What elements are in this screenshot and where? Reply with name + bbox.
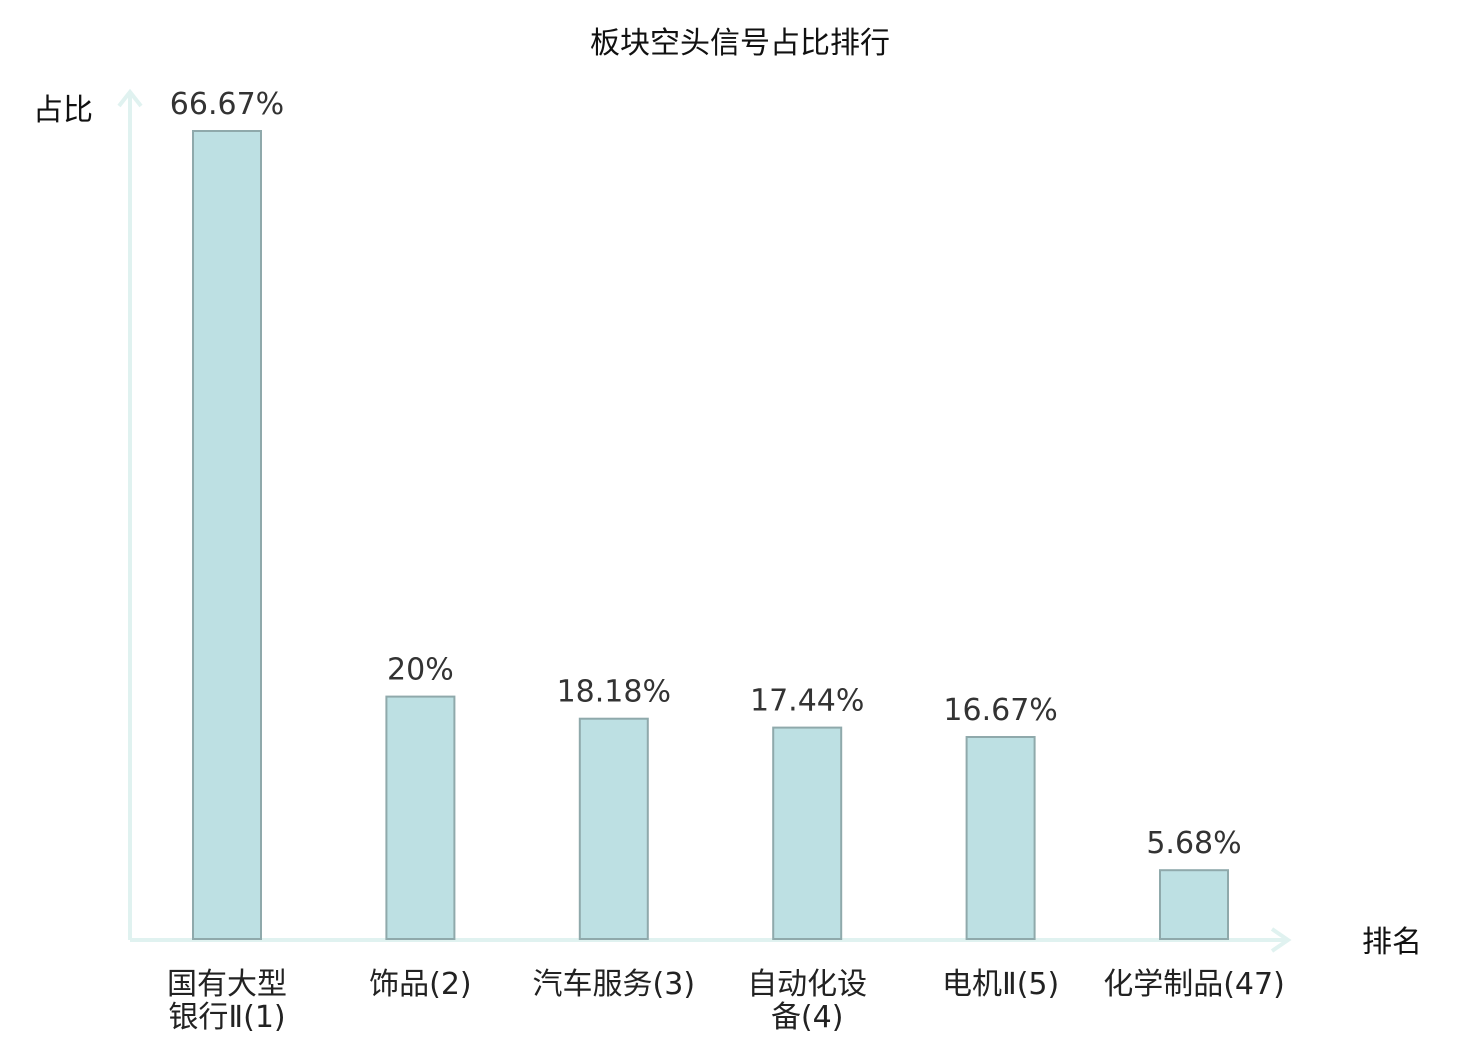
- category-label-4: 电机Ⅱ(5): [942, 967, 1059, 1002]
- category-label-0: 国有大型银行Ⅱ(1): [167, 967, 287, 1035]
- category-label-line: 自动化设: [747, 967, 867, 1002]
- bars-group: [192, 130, 1229, 941]
- bar-4: [965, 736, 1036, 940]
- value-label-2: 18.18%: [557, 675, 671, 710]
- bar-5: [1159, 869, 1229, 941]
- bar-2: [578, 717, 649, 941]
- category-labels-group: 国有大型银行Ⅱ(1) 饰品(2) 汽车服务(3) 自动化设备(4) 电机Ⅱ(5) 化学制品…: [167, 967, 1285, 1035]
- value-label-4: 16.67%: [943, 693, 1057, 728]
- bar-0: [192, 130, 262, 940]
- chart-title: 板块空头信号占比排行: [590, 26, 890, 61]
- x-axis-arrow: [1270, 927, 1292, 953]
- value-label-1: 20%: [387, 653, 454, 688]
- value-label-3: 17.44%: [750, 684, 864, 719]
- category-label-line: 国有大型: [167, 967, 287, 1002]
- category-label-1: 饰品(2): [369, 967, 472, 1002]
- y-axis-label: 占比: [33, 93, 93, 128]
- bar-1: [385, 695, 456, 940]
- category-label-3: 自动化设备(4): [747, 967, 867, 1035]
- value-labels-group: 66.67% 20% 18.18% 17.44% 16.67% 5.68%: [170, 87, 1242, 861]
- x-axis-label: 排名: [1362, 925, 1422, 960]
- category-label-line: 备(4): [771, 1000, 844, 1035]
- category-label-line: 银行Ⅱ(1): [168, 1000, 285, 1035]
- bar-3: [772, 726, 843, 940]
- category-label-line: 汽车服务(3): [533, 967, 696, 1002]
- category-label-line: 饰品(2): [369, 967, 472, 1002]
- value-label-0: 66.67%: [170, 87, 284, 122]
- category-label-line: 化学制品(47): [1103, 967, 1285, 1002]
- category-label-2: 汽车服务(3): [533, 967, 696, 1002]
- category-label-5: 化学制品(47): [1103, 967, 1285, 1002]
- category-label-line: 电机Ⅱ(5): [942, 967, 1059, 1002]
- y-axis-arrow: [117, 88, 143, 108]
- value-label-5: 5.68%: [1146, 826, 1241, 861]
